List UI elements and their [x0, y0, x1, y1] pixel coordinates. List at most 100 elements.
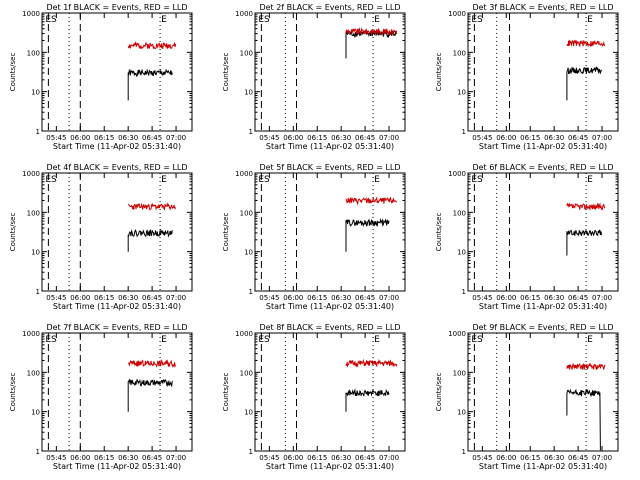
marker-label-start: ES	[471, 175, 483, 185]
chart-title: Det 6f BLACK = Events, RED = LLD	[472, 163, 613, 172]
x-axis-label: Start Time (11-Apr-02 05:31:40)	[479, 462, 607, 471]
plot-frame	[467, 332, 619, 452]
y-tick-label: 10	[31, 409, 40, 417]
plot-frame	[41, 172, 193, 292]
chart-panel-det-9f: Det 9f BLACK = Events, RED = LLD 1 10 100 10…	[435, 323, 619, 471]
chart-title: Det 4f BLACK = Events, RED = LLD	[46, 163, 187, 172]
x-tick-label: 06:45	[142, 134, 162, 142]
x-tick-label: 06:30	[331, 294, 351, 302]
x-tick-label: 06:45	[355, 454, 375, 462]
y-tick-label: 1000	[22, 10, 40, 18]
y-tick-label: 10	[457, 409, 466, 417]
y-axis-label: Counts/sec	[9, 213, 17, 252]
x-tick-label: 06:30	[331, 134, 351, 142]
marker-label-end: E	[587, 175, 593, 185]
plot-frame	[254, 12, 406, 132]
marker-label-end: E	[161, 15, 167, 25]
plot-frame	[467, 172, 619, 292]
x-axis-label: Start Time (11-Apr-02 05:31:40)	[53, 142, 181, 151]
x-tick-label: 06:00	[496, 134, 516, 142]
x-tick-label: 06:45	[568, 134, 588, 142]
series-lld-line	[566, 39, 606, 48]
x-tick-label: 07:00	[592, 294, 612, 302]
x-tick-label: 07:00	[379, 294, 399, 302]
y-tick-label: 1000	[22, 330, 40, 338]
marker-label-start: ES	[258, 175, 270, 185]
y-tick-label: 1000	[448, 330, 466, 338]
x-tick-label: 06:00	[70, 134, 90, 142]
marker-label-start: ES	[45, 335, 57, 345]
y-tick-label: 1000	[235, 10, 253, 18]
x-axis-label: Start Time (11-Apr-02 05:31:40)	[479, 302, 607, 311]
x-tick-label: 06:00	[70, 294, 90, 302]
y-axis-label: Counts/sec	[435, 213, 443, 252]
y-tick-label: 100	[453, 49, 466, 57]
y-tick-label: 1	[249, 288, 253, 296]
y-tick-label: 10	[457, 249, 466, 257]
series-lld-line	[566, 362, 606, 371]
chart-panel-det-5f: Det 5f BLACK = Events, RED = LLD 1 10 100 10…	[222, 163, 406, 311]
series-events-line	[566, 388, 601, 451]
y-axis-label: Counts/sec	[9, 373, 17, 412]
x-tick-label: 07:00	[166, 294, 186, 302]
series-events-line	[127, 68, 173, 101]
x-axis-label: Start Time (11-Apr-02 05:31:40)	[53, 302, 181, 311]
x-tick-label: 05:45	[46, 134, 66, 142]
y-tick-label: 1000	[22, 170, 40, 178]
series-lld-line	[345, 196, 398, 206]
x-tick-label: 05:45	[46, 454, 66, 462]
chart-title: Det 8f BLACK = Events, RED = LLD	[259, 323, 400, 332]
x-tick-label: 06:45	[568, 454, 588, 462]
x-tick-label: 05:45	[259, 454, 279, 462]
y-axis-label: Counts/sec	[9, 53, 17, 92]
x-tick-label: 06:00	[496, 454, 516, 462]
plot-frame	[41, 332, 193, 452]
plot-frame	[41, 12, 193, 132]
series-events-line	[566, 66, 603, 101]
x-tick-label: 06:30	[544, 134, 564, 142]
x-tick-label: 06:30	[544, 294, 564, 302]
x-tick-label: 05:45	[259, 294, 279, 302]
plot-frame	[254, 172, 406, 292]
x-axis-label: Start Time (11-Apr-02 05:31:40)	[479, 142, 607, 151]
x-tick-label: 06:15	[520, 134, 540, 142]
x-tick-label: 05:45	[472, 294, 492, 302]
chart-panel-det-7f: Det 7f BLACK = Events, RED = LLD 1 10 100 10…	[9, 323, 193, 471]
x-axis-label: Start Time (11-Apr-02 05:31:40)	[53, 462, 181, 471]
x-tick-label: 06:15	[307, 294, 327, 302]
x-tick-label: 05:45	[259, 134, 279, 142]
x-tick-label: 06:45	[355, 134, 375, 142]
y-tick-label: 10	[244, 249, 253, 257]
chart-panel-det-1f: Det 1f BLACK = Events, RED = LLD 1 10 100 10…	[9, 3, 193, 151]
y-tick-label: 1000	[235, 330, 253, 338]
x-tick-label: 06:45	[355, 294, 375, 302]
marker-label-end: E	[587, 335, 593, 345]
x-tick-label: 07:00	[166, 134, 186, 142]
y-tick-label: 1	[249, 128, 253, 136]
marker-label-start: ES	[471, 15, 483, 25]
x-tick-label: 07:00	[592, 454, 612, 462]
x-tick-label: 06:45	[568, 294, 588, 302]
y-tick-label: 1	[36, 288, 40, 296]
series-events-line	[345, 218, 390, 252]
x-tick-label: 06:30	[331, 454, 351, 462]
y-axis-label: Counts/sec	[222, 213, 230, 252]
x-tick-label: 06:15	[94, 294, 114, 302]
x-tick-label: 06:30	[118, 454, 138, 462]
chart-panel-det-4f: Det 4f BLACK = Events, RED = LLD 1 10 100 10…	[9, 163, 193, 311]
y-tick-label: 10	[31, 249, 40, 257]
marker-label-end: E	[587, 15, 593, 25]
x-tick-label: 06:00	[70, 454, 90, 462]
x-tick-label: 06:15	[307, 134, 327, 142]
x-tick-label: 05:45	[472, 134, 492, 142]
marker-label-start: ES	[45, 15, 57, 25]
x-tick-label: 06:15	[94, 454, 114, 462]
marker-label-end: E	[374, 175, 380, 185]
marker-label-end: E	[374, 335, 380, 345]
x-tick-label: 06:30	[118, 294, 138, 302]
chart-title: Det 2f BLACK = Events, RED = LLD	[259, 3, 400, 12]
x-tick-label: 06:45	[142, 294, 162, 302]
y-tick-label: 10	[457, 89, 466, 97]
y-tick-label: 1	[462, 448, 466, 456]
